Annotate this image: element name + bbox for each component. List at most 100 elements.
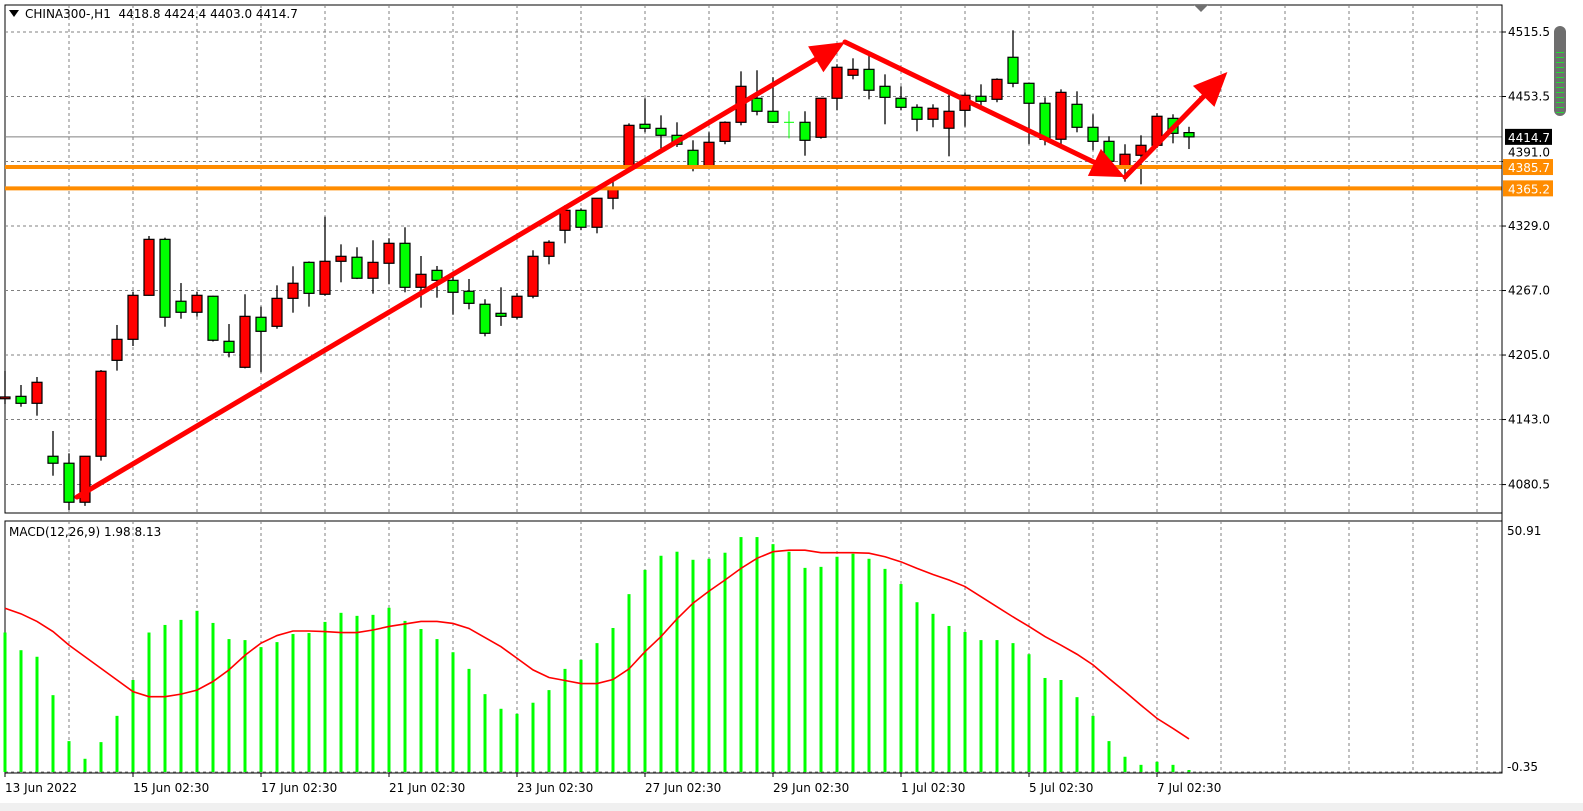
candle-body [1023,82,1035,104]
macd-bar [307,633,311,772]
candle-body [495,312,507,317]
candle [927,104,939,128]
status-strip [0,803,1583,811]
candle [415,255,427,308]
candle [79,455,91,506]
candle [383,238,395,285]
candle [975,84,987,108]
candle [1183,126,1195,150]
macd-bar [243,640,247,772]
candle-body [991,78,1003,100]
macd-bar [323,621,327,772]
macd-bar [803,567,807,772]
candle-body [1087,126,1099,142]
candle [591,197,603,234]
candle [815,97,827,139]
macd-bar [915,602,919,772]
x-tick-label: 27 Jun 02:30 [645,781,721,795]
candle-body [1055,91,1067,140]
macd-bar [739,537,743,772]
candle [223,324,235,358]
candle [495,287,507,326]
candle-body [31,381,43,404]
candle [0,370,11,405]
macd-bar [163,624,167,772]
candle [911,104,923,132]
candle-body [127,294,139,340]
macd-bar [611,627,615,772]
y-tick-label: 4143.0 [1508,413,1550,427]
scale-scrollbar[interactable] [1554,26,1566,116]
macd-bar [499,708,503,772]
candle [799,111,811,156]
candle-body [527,255,539,297]
candle-body [287,282,299,299]
macd-bar [755,537,759,772]
candle-body [591,197,603,228]
macd-bar [1043,677,1047,772]
x-tick-label: 7 Jul 02:30 [1157,781,1221,795]
candle [207,295,219,342]
candle-body [207,295,219,341]
macd-bar [691,559,695,772]
candle [1023,82,1035,145]
candle-body [303,261,315,294]
candle-body [927,107,939,120]
candle [879,74,891,125]
candle-body [399,242,411,288]
macd-bar [995,640,999,772]
x-tick-label: 17 Jun 02:30 [261,781,337,795]
candle [1087,114,1099,151]
macd-bar [659,555,663,772]
candle-body [15,395,27,404]
macd-bar [947,625,951,772]
candle [527,250,539,299]
macd-bar [451,652,455,772]
macd-bar [67,741,71,772]
candle-body [879,85,891,98]
candle-body [767,110,779,123]
macd-bar [1123,756,1127,772]
trend-arrow-head [1192,72,1228,107]
candle [111,324,123,371]
macd-bar [723,552,727,772]
candle-body [431,269,443,281]
candle-body [1183,132,1195,138]
macd-bar [387,607,391,772]
candle [639,98,651,133]
candle-body [863,68,875,91]
candle-body [1039,102,1051,140]
y-tick-label: 4267.0 [1508,284,1550,298]
chart-shift-marker-icon [1194,5,1208,12]
candle [175,283,187,319]
candle [543,240,555,265]
candle-body [367,261,379,279]
candle [351,247,363,280]
macd-bar [979,640,983,772]
y-tick-label: 4329.0 [1508,219,1550,233]
macd-bar [275,642,279,772]
dropdown-triangle-icon[interactable] [9,10,19,17]
macd-bar [1011,643,1015,772]
macd-bar [259,647,263,772]
x-tick-label: 29 Jun 02:30 [773,781,849,795]
macd-bar [339,612,343,772]
candle-body [463,290,475,304]
y-tick-label: 4453.5 [1508,90,1550,104]
candle [95,370,107,461]
level-price-label: 4365.2 [1508,182,1550,196]
candle [47,430,59,476]
candle-body [223,340,235,353]
macd-bar [355,615,359,772]
macd-bar [147,632,151,772]
macd-bar [867,558,871,772]
candle [303,261,315,307]
x-tick-label: 1 Jul 02:30 [901,781,965,795]
candle-body [47,455,59,464]
macd-bar [51,695,55,772]
macd-bar [483,694,487,772]
candle-body [895,97,907,108]
macd-bar [899,584,903,772]
candle [31,376,43,416]
